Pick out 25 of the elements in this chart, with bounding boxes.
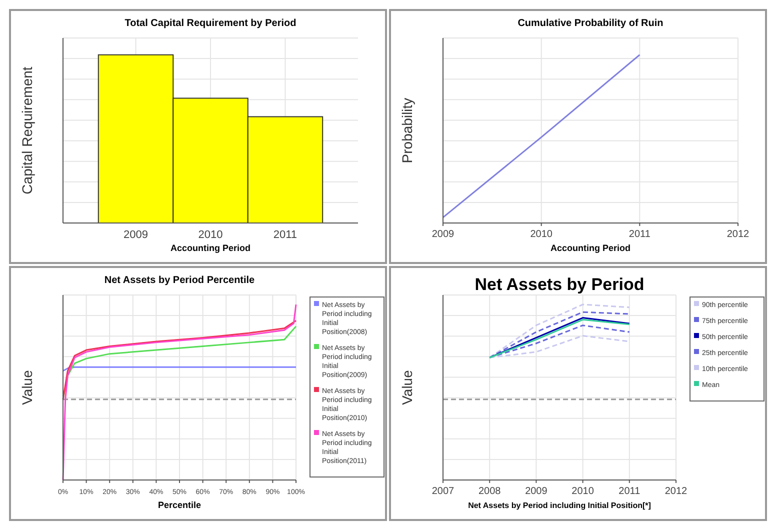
y-axis-title: Value <box>19 370 35 405</box>
chart-title: Net Assets by Period <box>474 275 644 294</box>
x-tick-label: 2009 <box>525 486 548 497</box>
x-tick-label: 2009 <box>432 229 455 240</box>
x-tick-label: 2011 <box>628 229 651 240</box>
x-axis-title: Net Assets by Period including Initial Position[*] <box>468 501 652 510</box>
y-axis-title: Probability <box>399 98 415 164</box>
x-axis-title: Accounting Period <box>550 243 631 253</box>
chart-title: Total Capital Requirement by Period <box>124 18 296 29</box>
x-tick-label: 2011 <box>618 486 641 497</box>
x-tick-label: 2012 <box>664 486 688 497</box>
x-tick-label: 2007 <box>432 486 455 497</box>
x-tick-label: 2010 <box>198 229 223 241</box>
x-tick-label: 2010 <box>572 486 594 497</box>
chart-title: Cumulative Probability of Ruin <box>518 18 664 29</box>
y-axis-title: Capital Requirement <box>19 66 35 194</box>
x-axis-title: Accounting Period <box>170 243 251 253</box>
x-axis-title: Percentile <box>158 500 202 510</box>
chart-title: Net Assets by Period Percentile <box>104 275 256 286</box>
x-tick-label: 2012 <box>726 229 750 240</box>
x-tick-label: 2009 <box>124 229 148 241</box>
y-axis-title: Value <box>399 370 415 405</box>
x-tick-label: 2011 <box>273 229 298 241</box>
x-tick-label: 2010 <box>530 229 553 240</box>
x-tick-label: 2008 <box>478 486 502 497</box>
